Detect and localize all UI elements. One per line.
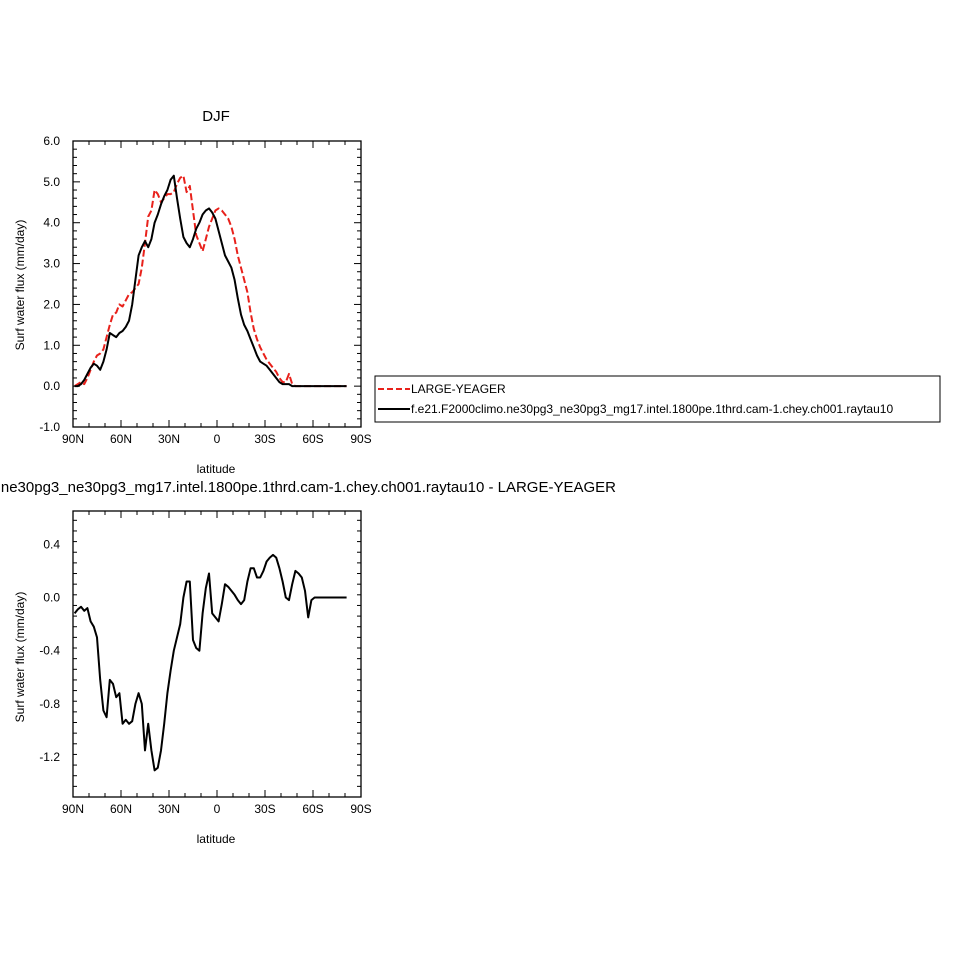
top-x-tick-label: 0 <box>214 432 221 446</box>
top-chart-title: DJF <box>202 108 230 125</box>
bottom-x-tick-label: 60N <box>110 802 132 816</box>
top-y-tick-label: 0.0 <box>43 379 60 393</box>
bottom-chart-title: f.e21.F2000climo.ne30pg3_ne30pg3_mg17.in… <box>0 479 616 496</box>
top-x-tick-label: 90S <box>350 432 371 446</box>
bottom-x-tick-label: 60S <box>302 802 323 816</box>
bottom-y-tick-label: -1.2 <box>39 750 60 764</box>
top-y-axis-label: Surf water flux (mm/day) <box>13 220 27 351</box>
bottom-x-tick-label: 30S <box>254 802 275 816</box>
legend: LARGE-YEAGER f.e21.F2000climo.ne30pg3_ne… <box>374 375 941 423</box>
legend-label-large-yeager: LARGE-YEAGER <box>411 382 506 396</box>
top-y-tick-label: 6.0 <box>43 134 60 148</box>
top-panel: DJF Surf water flux (mm/day) latitude 90… <box>13 108 941 476</box>
top-plot-area: 90N 60N 30N 0 30S 60S 90S -1.0 0.0 1.0 2.0 3.0 4.0 5.… <box>39 134 371 446</box>
bottom-x-tick-label: 0 <box>214 802 221 816</box>
top-y-tick-label: 4.0 <box>43 216 60 230</box>
top-y-tick-label: 1.0 <box>43 338 60 352</box>
top-x-tick-label: 60S <box>302 432 323 446</box>
bottom-x-axis-label: latitude <box>197 832 236 846</box>
legend-box <box>374 375 941 423</box>
top-x-tick-label: 30S <box>254 432 275 446</box>
bottom-x-tick-label: 90N <box>62 802 84 816</box>
top-series-line-1 <box>74 174 347 388</box>
top-x-tick-label: 30N <box>158 432 180 446</box>
top-y-tick-label: -1.0 <box>39 420 60 434</box>
bottom-x-tick-label: 30N <box>158 802 180 816</box>
bottom-y-tick-label: -0.8 <box>39 697 60 711</box>
top-plot-frame <box>72 140 362 428</box>
bottom-y-tick-label: -0.4 <box>39 644 60 658</box>
top-y-tick-label: 3.0 <box>43 257 60 271</box>
bottom-panel: f.e21.F2000climo.ne30pg3_ne30pg3_mg17.in… <box>0 479 616 846</box>
top-y-tick-label: 2.0 <box>43 297 60 311</box>
bottom-y-tick-label: 0.4 <box>43 537 60 551</box>
bottom-y-axis-label: Surf water flux (mm/day) <box>13 592 27 723</box>
bottom-plot-frame <box>72 510 362 798</box>
bottom-plot-area: 90N 60N 30N 0 30S 60S 90S -1.2 -0.8 -0.4 0.0 0.4 <box>39 510 372 816</box>
bottom-x-tick-label: 90S <box>350 802 371 816</box>
top-y-tick-label: 5.0 <box>43 175 60 189</box>
bottom-y-tick-label: 0.0 <box>43 590 60 604</box>
legend-label-raytau10: f.e21.F2000climo.ne30pg3_ne30pg3_mg17.in… <box>411 402 893 416</box>
bottom-series-line-0 <box>73 553 347 772</box>
top-x-tick-label: 90N <box>62 432 84 446</box>
top-x-axis-label: latitude <box>197 462 236 476</box>
top-x-tick-label: 60N <box>110 432 132 446</box>
top-series-line-0 <box>74 174 347 388</box>
